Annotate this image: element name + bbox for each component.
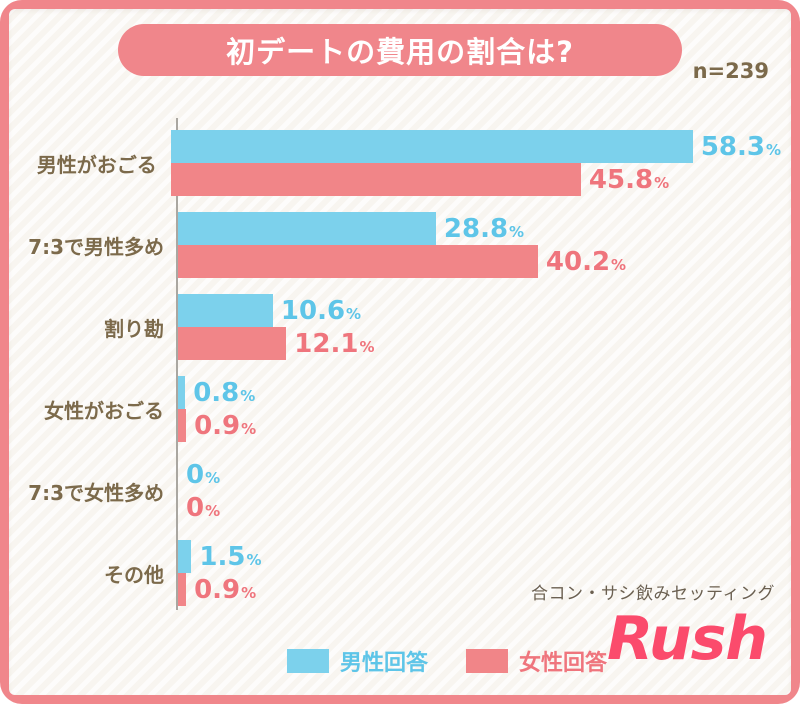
female-bar [178,409,187,442]
value-label: 45.8% [588,164,670,195]
chart-card: 初デートの費用の割合は? n=239 男性がおごる 58.3% 45.8% 7:3で男… [9,9,791,695]
rush-logo: Rush [606,604,768,674]
category-label: 男性がおごる [36,152,157,177]
percent-sign: % [765,140,781,159]
value-label: 1.5% [199,541,262,572]
chart-legend: 男性回答 女性回答 [286,645,607,677]
page-title: 初デートの費用の割合は? [226,35,574,69]
bar-line: 12.1% [178,327,781,360]
bar-line: 0.9% [178,409,781,442]
bar-group: 58.3% 45.8% [170,130,781,196]
percent-sign: % [241,583,257,602]
percent-sign: % [241,419,257,438]
bar-line: 58.3% [170,130,781,163]
male-bar [178,540,192,573]
female-bar [178,573,187,606]
value-label: 0% [186,492,221,523]
bar-line: 0.8% [178,376,781,409]
female-bar [170,163,581,196]
percent-sign: % [205,501,221,520]
percent-sign: % [611,255,627,274]
value-label: 0.8% [193,377,256,408]
female-bar [178,327,287,360]
legend-item-male: 男性回答 [286,645,428,677]
value-label: 12.1% [294,328,375,359]
bar-line: 28.8% [178,212,781,245]
bar-group: 10.6% 12.1% [178,294,781,360]
chart-row: 女性がおごる 0.8% 0.9% [9,368,781,450]
percent-sign: % [240,386,256,405]
male-swatch-icon [286,649,329,673]
category-label: 女性がおごる [44,398,164,423]
percent-sign: % [205,468,221,487]
bar-line: 0% [178,458,781,491]
title-banner: 初デートの費用の割合は? [118,24,682,76]
value-label: 58.3% [700,131,781,162]
y-axis-line [176,118,178,610]
brand-tagline: 合コン・サシ飲みセッティング [531,584,775,604]
bar-group: 28.8% 40.2% [178,212,781,278]
chart-row: その他 1.5% 0.9% [9,532,781,614]
percent-sign: % [509,222,525,241]
chart-row: 7:3で女性多め 0% 0% [9,450,781,532]
bar-line: 45.8% [170,163,781,196]
legend-item-female: 女性回答 [466,645,607,677]
male-bar [178,212,436,245]
value-label: 0.9% [194,410,257,441]
bar-group: 0% 0% [178,458,781,524]
legend-label-female: 女性回答 [519,651,608,676]
percent-sign: % [359,337,375,356]
male-bar [178,294,273,327]
category-label: その他 [104,562,164,587]
bar-line: 0.9% [178,573,781,606]
value-label: 28.8% [443,213,525,244]
male-bar [178,376,186,409]
chart-rows: 男性がおごる 58.3% 45.8% 7:3で男性多め 28.8% 40.2% 割り勘 10.… [9,122,781,614]
male-bar [170,130,693,163]
category-label: 7:3で女性多め [28,480,164,505]
bar-line: 1.5% [178,540,781,573]
percent-sign: % [246,550,262,569]
female-swatch-icon [466,649,508,673]
value-label: 0% [186,459,221,490]
female-bar [178,245,538,278]
chart-row: 割り勘 10.6% 12.1% [9,286,781,368]
category-label: 割り勘 [104,316,164,341]
value-label: 10.6% [280,295,362,326]
bar-line: 0% [178,491,781,524]
category-label: 7:3で男性多め [28,234,164,259]
value-label: 40.2% [545,246,627,277]
chart-row: 男性がおごる 58.3% 45.8% [9,122,781,204]
bar-group: 1.5% 0.9% [178,540,781,606]
percent-sign: % [654,173,670,192]
value-label: 0.9% [194,574,257,605]
bar-group: 0.8% 0.9% [178,376,781,442]
bar-line: 10.6% [178,294,781,327]
legend-label-male: 男性回答 [339,651,428,676]
brand-footer: 合コン・サシ飲みセッティング Rush [531,579,775,671]
chart-row: 7:3で男性多め 28.8% 40.2% [9,204,781,286]
percent-sign: % [346,304,362,323]
sample-size-label: n=239 [692,59,769,83]
bar-line: 40.2% [178,245,781,278]
